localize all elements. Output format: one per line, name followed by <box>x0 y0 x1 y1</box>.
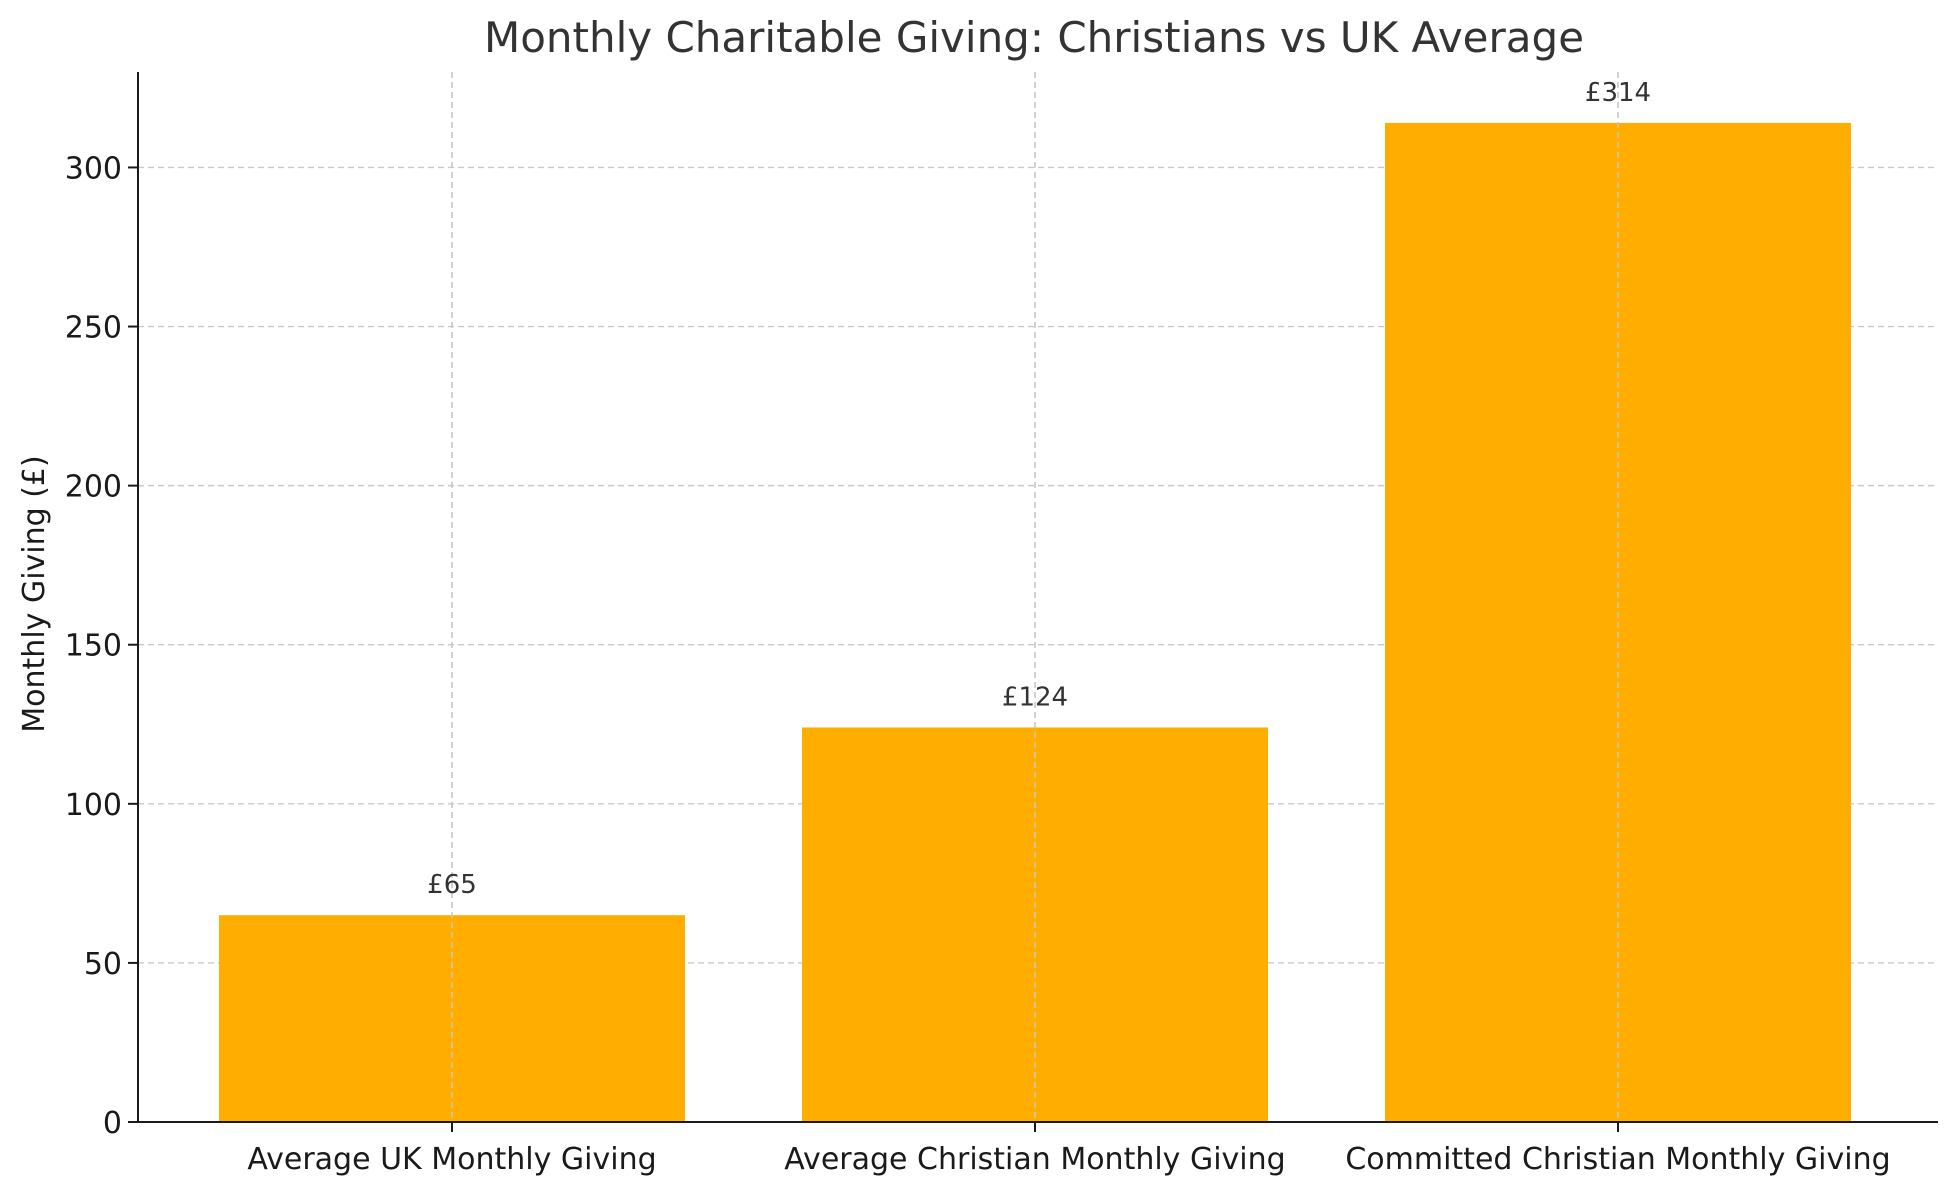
y-tick-label: 150 <box>65 629 122 664</box>
y-tick-label: 50 <box>84 947 122 982</box>
y-axis-label: Monthly Giving (£) <box>17 455 52 732</box>
y-tick-label: 0 <box>103 1106 122 1141</box>
y-tick-label: 300 <box>65 151 122 186</box>
data-label: £65 <box>427 870 477 900</box>
y-tick-label: 100 <box>65 788 122 823</box>
x-tick-label: Average Christian Monthly Giving <box>784 1142 1285 1177</box>
y-tick-label: 200 <box>65 470 122 505</box>
labels: 0 50 100 150 200 250 300 Average UK Monthly Giv… <box>65 78 1891 1177</box>
data-label: £314 <box>1585 78 1651 108</box>
x-tick-label: Committed Christian Monthly Giving <box>1345 1142 1890 1177</box>
y-tick-label: 250 <box>65 311 122 346</box>
bars <box>219 72 1851 1123</box>
axes <box>128 72 1938 1132</box>
data-label: £124 <box>1002 682 1068 712</box>
x-tick-label: Average UK Monthly Giving <box>247 1142 656 1177</box>
chart-title: Monthly Charitable Giving: Christians vs… <box>484 13 1584 62</box>
